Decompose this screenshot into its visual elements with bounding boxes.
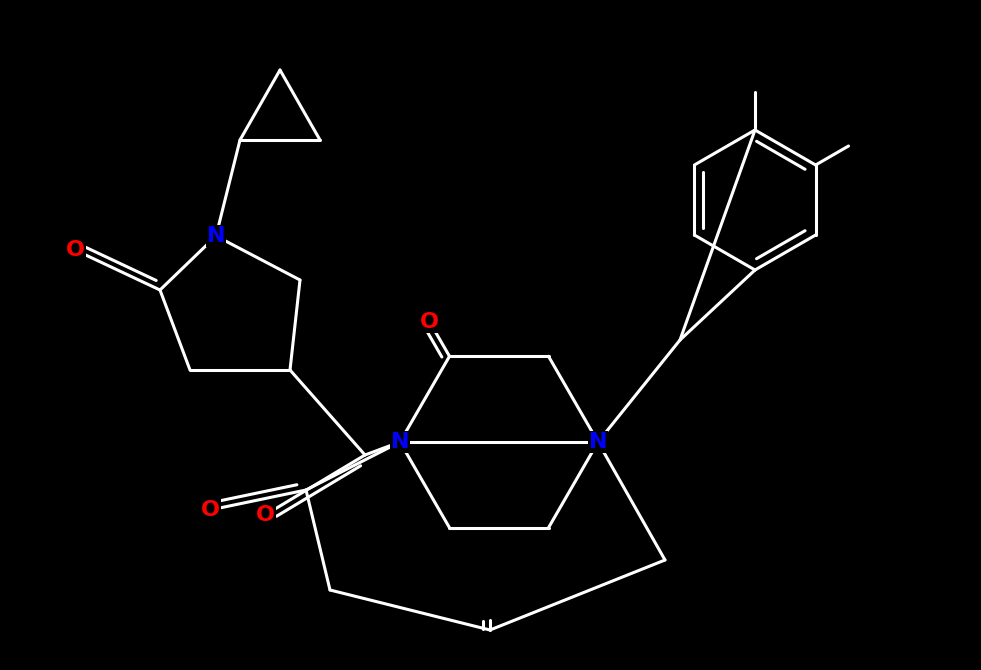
Text: O: O bbox=[255, 505, 275, 525]
Text: N: N bbox=[390, 432, 409, 452]
Text: N: N bbox=[589, 432, 607, 452]
Text: O: O bbox=[66, 240, 84, 260]
Text: N: N bbox=[390, 432, 409, 452]
Text: O: O bbox=[200, 500, 220, 520]
Text: N: N bbox=[589, 432, 607, 452]
Text: N: N bbox=[207, 226, 226, 246]
Text: O: O bbox=[420, 312, 439, 332]
